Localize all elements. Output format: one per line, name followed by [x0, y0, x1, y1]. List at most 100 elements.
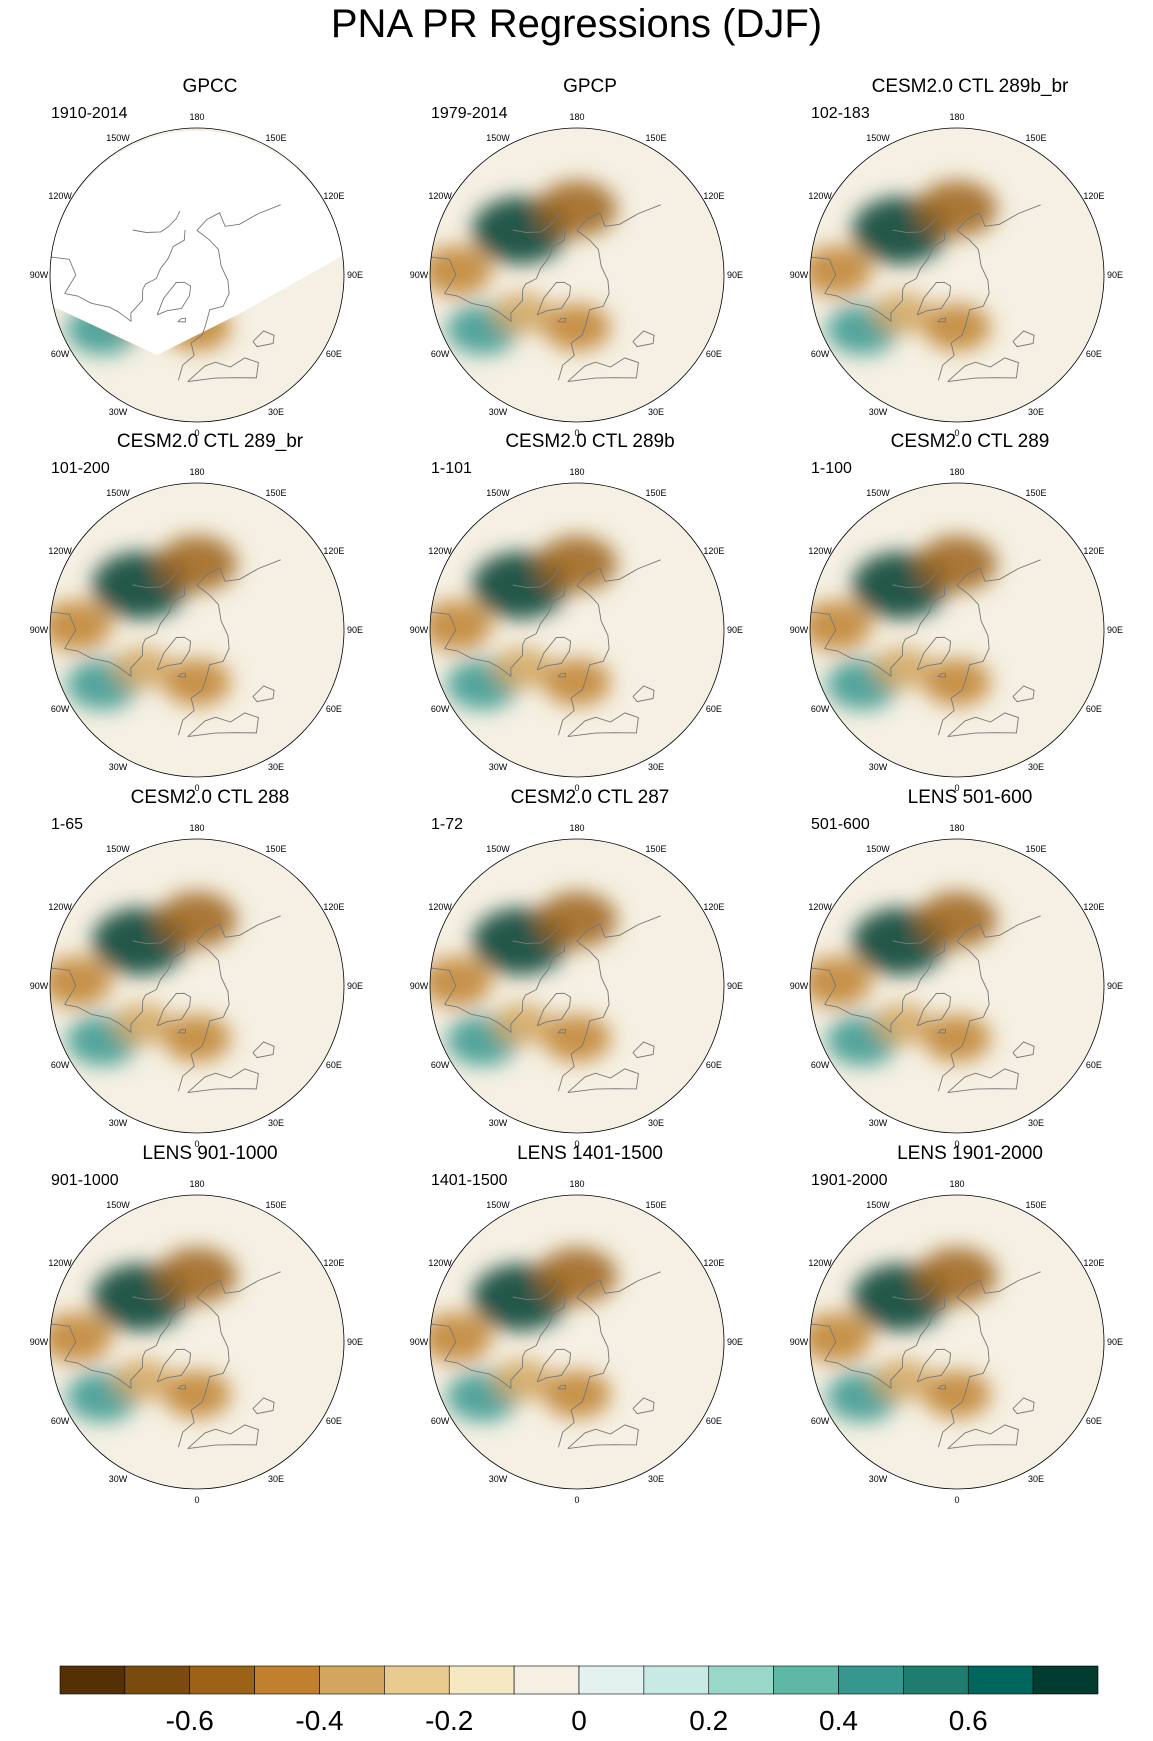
polar-map: 180 150E 120E 90E 60E 30E 0 30W 60W 90W 120W 150W: [20, 787, 400, 1179]
longitude-label: 60W: [811, 1060, 830, 1070]
field-anomaly-aleutian-dry: [537, 536, 617, 592]
longitude-label: 60W: [811, 349, 830, 359]
longitude-label: 90E: [727, 981, 743, 991]
longitude-label: 90E: [347, 270, 363, 280]
colorbar-tick-label: -0.6: [166, 1705, 214, 1736]
longitude-label: 150W: [866, 133, 890, 143]
longitude-label: 180: [189, 1179, 204, 1189]
longitude-label: 90E: [347, 625, 363, 635]
polar-map: 180 150E 120E 90E 60E 30E 0 30W 60W 90W 120W 150W: [20, 1143, 400, 1535]
longitude-label: 60W: [51, 349, 70, 359]
longitude-label: 30W: [869, 407, 888, 417]
longitude-label: 90W: [790, 625, 809, 635]
longitude-label: 180: [569, 467, 584, 477]
longitude-label: 120E: [1083, 902, 1104, 912]
longitude-label: 60W: [811, 1416, 830, 1426]
field-anomaly-aleutian-dry: [157, 892, 237, 948]
longitude-label: 120E: [323, 191, 344, 201]
longitude-label: 150E: [645, 488, 666, 498]
longitude-label: 30W: [869, 1474, 888, 1484]
longitude-label: 120E: [1083, 1258, 1104, 1268]
longitude-label: 30E: [648, 1474, 664, 1484]
longitude-label: 30E: [648, 407, 664, 417]
polar-map: 180 150E 120E 90E 60E 30E 0 30W 60W 90W 120W 150W: [20, 76, 400, 468]
field-anomaly-europe-dry: [163, 1371, 231, 1419]
map-panel: CESM2.0 CTL 288 1-65 180 150E 120E 90E 60E 30E 0…: [20, 787, 400, 1179]
polar-map: 180 150E 120E 90E 60E 30E 0 30W 60W 90W 120W 150W: [400, 787, 780, 1179]
colorbar-swatch: [903, 1666, 968, 1694]
longitude-label: 120W: [48, 1258, 72, 1268]
longitude-label: 120W: [428, 546, 452, 556]
longitude-label: 150E: [265, 1200, 286, 1210]
field-anomaly-aleutian-dry: [157, 1248, 237, 1304]
longitude-label: 90W: [30, 981, 49, 991]
longitude-label: 150E: [1025, 133, 1046, 143]
longitude-label: 120W: [808, 1258, 832, 1268]
longitude-label: 60W: [51, 1060, 70, 1070]
longitude-label: 60E: [326, 349, 342, 359]
longitude-label: 90E: [1107, 1337, 1123, 1347]
colorbar-swatch: [255, 1666, 320, 1694]
longitude-label: 30W: [109, 1474, 128, 1484]
longitude-label: 150E: [1025, 488, 1046, 498]
colorbar-swatch: [644, 1666, 709, 1694]
longitude-label: 150E: [645, 133, 666, 143]
map-panel: LENS 901-1000 901-1000 180 150E 120E 90E 60E 30…: [20, 1143, 400, 1535]
longitude-label: 180: [949, 1179, 964, 1189]
longitude-label: 0: [954, 1495, 959, 1505]
longitude-label: 150W: [866, 844, 890, 854]
longitude-label: 150E: [265, 844, 286, 854]
longitude-label: 120W: [808, 902, 832, 912]
field-anomaly-europe-dry: [163, 1015, 231, 1063]
longitude-label: 120W: [808, 191, 832, 201]
longitude-label: 120E: [323, 902, 344, 912]
field-anomaly-europe-dry: [923, 1371, 991, 1419]
field-anomaly-europe-dry: [923, 659, 991, 707]
longitude-label: 180: [189, 823, 204, 833]
map-panel: LENS 1901-2000 1901-2000 180 150E 120E 90E 60E…: [780, 1143, 1153, 1535]
longitude-label: 30E: [268, 1118, 284, 1128]
longitude-label: 180: [189, 467, 204, 477]
longitude-label: 90W: [790, 270, 809, 280]
colorbar-swatch: [190, 1666, 255, 1694]
longitude-label: 30W: [489, 762, 508, 772]
longitude-label: 60E: [1086, 704, 1102, 714]
longitude-label: 150E: [645, 844, 666, 854]
longitude-label: 30E: [268, 407, 284, 417]
colorbar-swatch: [968, 1666, 1033, 1694]
longitude-label: 120E: [703, 1258, 724, 1268]
longitude-label: 150E: [265, 133, 286, 143]
longitude-label: 150E: [1025, 1200, 1046, 1210]
longitude-label: 90W: [410, 270, 429, 280]
longitude-label: 60E: [706, 349, 722, 359]
colorbar-swatch: [384, 1666, 449, 1694]
longitude-label: 120E: [703, 191, 724, 201]
longitude-label: 150W: [486, 488, 510, 498]
longitude-label: 150W: [486, 844, 510, 854]
longitude-label: 60E: [326, 1416, 342, 1426]
longitude-label: 180: [949, 823, 964, 833]
longitude-label: 30W: [489, 1118, 508, 1128]
field-anomaly-europe-dry: [543, 659, 611, 707]
longitude-label: 30E: [648, 762, 664, 772]
longitude-label: 30E: [1028, 407, 1044, 417]
longitude-label: 60E: [706, 1416, 722, 1426]
field-anomaly-europe-dry: [543, 304, 611, 352]
field-anomaly-europe-dry: [923, 304, 991, 352]
longitude-label: 60E: [326, 704, 342, 714]
longitude-label: 90E: [1107, 270, 1123, 280]
longitude-label: 120E: [703, 546, 724, 556]
longitude-label: 90E: [727, 625, 743, 635]
longitude-label: 180: [569, 112, 584, 122]
longitude-label: 60E: [706, 1060, 722, 1070]
field-anomaly-europe-dry: [163, 659, 231, 707]
field-anomaly-aleutian-dry: [157, 536, 237, 592]
longitude-label: 90E: [727, 270, 743, 280]
longitude-label: 150W: [486, 133, 510, 143]
longitude-label: 90W: [30, 270, 49, 280]
longitude-label: 150W: [106, 133, 130, 143]
longitude-label: 180: [949, 112, 964, 122]
polar-map: 180 150E 120E 90E 60E 30E 0 30W 60W 90W 120W 150W: [780, 1143, 1153, 1535]
longitude-label: 30W: [869, 1118, 888, 1128]
colorbar-swatch: [125, 1666, 190, 1694]
